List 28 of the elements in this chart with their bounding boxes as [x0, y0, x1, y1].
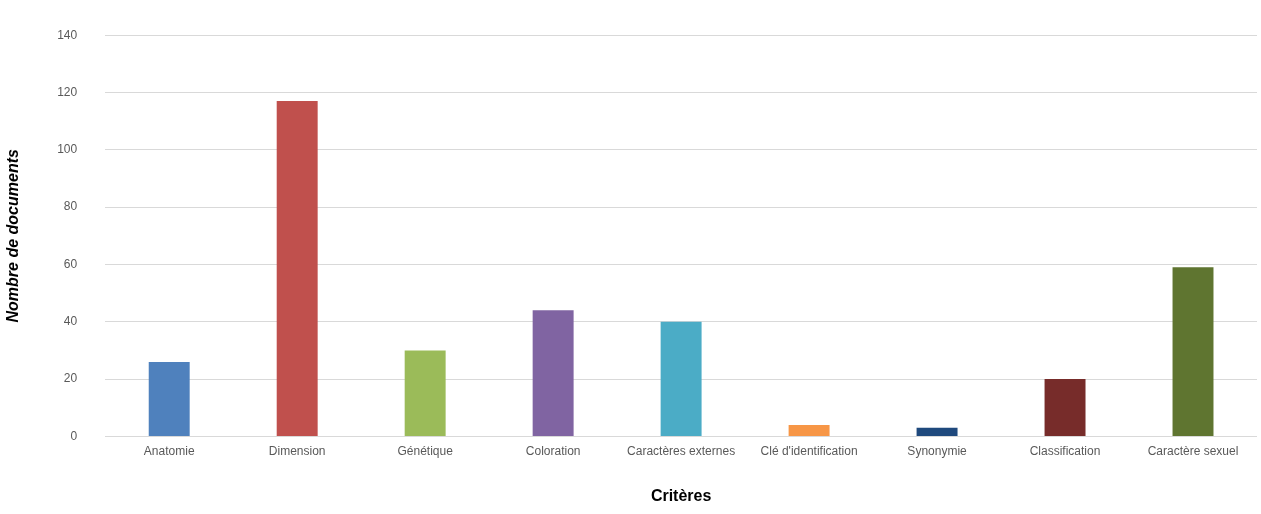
bar	[916, 427, 958, 436]
x-tick-label: Coloration	[525, 443, 581, 458]
x-tick-label: Dimension	[268, 443, 326, 458]
x-tick-label: Caractères externes	[627, 443, 736, 458]
bar	[660, 321, 702, 436]
bar	[1172, 267, 1214, 436]
y-tick-label: 20	[63, 371, 78, 386]
y-tick-label: 140	[57, 27, 78, 42]
bar	[1044, 379, 1086, 436]
y-axis-title: Nombre de documents	[4, 149, 22, 323]
y-tick-label: 100	[57, 142, 78, 157]
x-axis-title: Critères	[650, 486, 712, 504]
x-tick-label: Anatomie	[143, 443, 195, 458]
x-tick-label: Classification	[1029, 443, 1101, 458]
y-tick-label: 40	[63, 314, 78, 329]
bar	[276, 101, 318, 436]
x-tick-label: Synonymie	[907, 443, 968, 458]
y-tick-label: 60	[63, 256, 78, 271]
x-tick-label: Caractère sexuel	[1147, 443, 1239, 458]
bar	[788, 424, 830, 436]
bar	[148, 361, 190, 436]
x-tick-label: Clé d'identification	[760, 443, 858, 458]
y-tick-label: 120	[57, 84, 78, 99]
x-tick-label: Génétique	[397, 443, 454, 458]
y-tick-label: 80	[63, 199, 78, 214]
y-tick-label: 0	[70, 428, 78, 443]
bar	[532, 310, 574, 436]
bar	[404, 350, 446, 436]
